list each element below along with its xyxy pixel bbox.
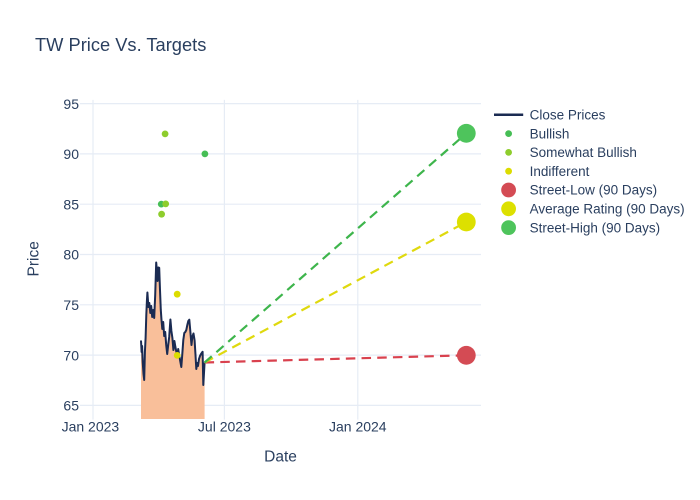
svg-text:Jan 2024: Jan 2024 [329,418,387,434]
svg-text:Somewhat Bullish: Somewhat Bullish [530,145,637,160]
svg-text:TW Price Vs. Targets: TW Price Vs. Targets [35,34,206,55]
svg-text:Average Rating (90 Days): Average Rating (90 Days) [530,202,685,217]
svg-text:Date: Date [264,448,297,465]
svg-text:Street-High (90 Days): Street-High (90 Days) [530,220,661,235]
svg-text:Close Prices: Close Prices [530,108,606,123]
svg-text:Street-Low (90 Days): Street-Low (90 Days) [530,183,658,198]
svg-text:95: 95 [63,96,79,112]
svg-text:70: 70 [63,347,79,363]
svg-text:Indifferent: Indifferent [530,164,590,179]
svg-text:85: 85 [63,196,79,212]
svg-text:Jan 2023: Jan 2023 [62,418,120,434]
svg-text:75: 75 [63,297,79,313]
svg-text:Price: Price [26,241,43,276]
svg-text:90: 90 [63,146,79,162]
svg-text:Jul 2023: Jul 2023 [198,418,251,434]
svg-text:Bullish: Bullish [530,126,570,141]
svg-text:80: 80 [63,247,79,263]
svg-text:65: 65 [63,398,79,414]
